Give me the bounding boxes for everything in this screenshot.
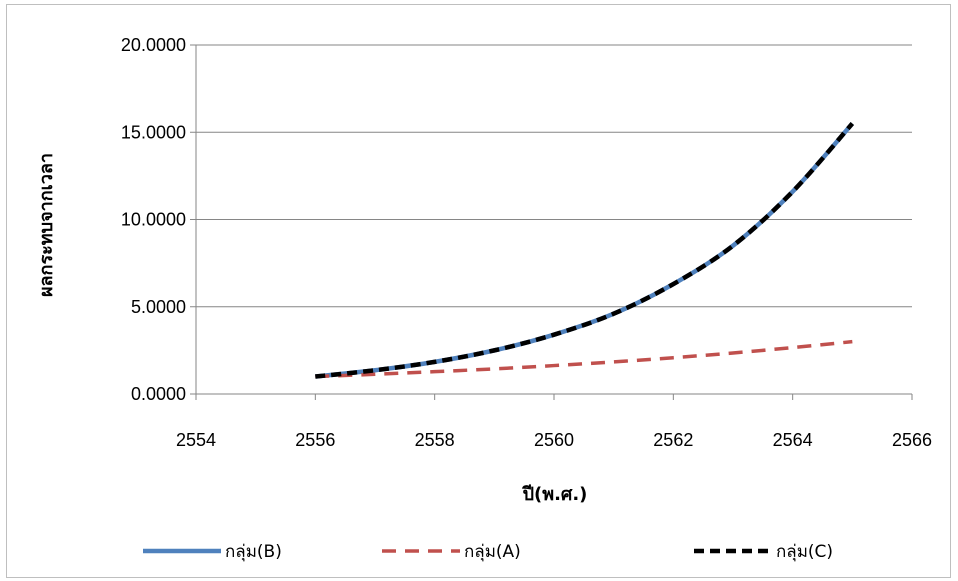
y-tick-label: 10.0000 — [121, 210, 186, 230]
x-tick-label: 2564 — [773, 430, 813, 450]
legend-label: กลุ่ม(A) — [464, 542, 521, 562]
x-tick-label: 2566 — [892, 430, 932, 450]
x-tick-label: 2554 — [176, 430, 216, 450]
x-axis-title: ปี(พ.ศ.) — [521, 484, 587, 505]
series-line-1 — [315, 122, 855, 379]
legend-label: กลุ่ม(C) — [776, 542, 833, 562]
chart-frame — [6, 4, 951, 578]
y-tick-label: 5.0000 — [131, 297, 186, 317]
y-axis: 0.0000 5.0000 10.0000 15.0000 20.0000 — [121, 35, 197, 404]
legend-label: กลุ่ม(B) — [225, 542, 282, 562]
legend-item: กลุ่ม(A) — [382, 542, 521, 562]
series-line-2 — [315, 339, 853, 379]
legend-item: กลุ่ม(B) — [143, 542, 282, 562]
y-tick-label: 15.0000 — [121, 122, 186, 142]
y-tick-label: 0.0000 — [131, 384, 186, 404]
x-tick-label: 2558 — [415, 430, 455, 450]
series-line-3 — [315, 122, 855, 379]
y-tick-label: 20.0000 — [121, 35, 186, 55]
series-layer — [315, 122, 855, 379]
x-tick-label: 2556 — [295, 430, 335, 450]
legend: กลุ่ม(B) กลุ่ม(A) กลุ่ม(C) — [143, 542, 833, 562]
y-axis-title: ผลกระทบจากเวลา — [36, 153, 57, 297]
x-axis: 2554 2556 2558 2560 2562 2564 2566 — [176, 393, 932, 450]
gridlines — [196, 44, 912, 308]
legend-item: กลุ่ม(C) — [694, 542, 833, 562]
x-tick-label: 2562 — [653, 430, 693, 450]
x-tick-label: 2560 — [534, 430, 574, 450]
